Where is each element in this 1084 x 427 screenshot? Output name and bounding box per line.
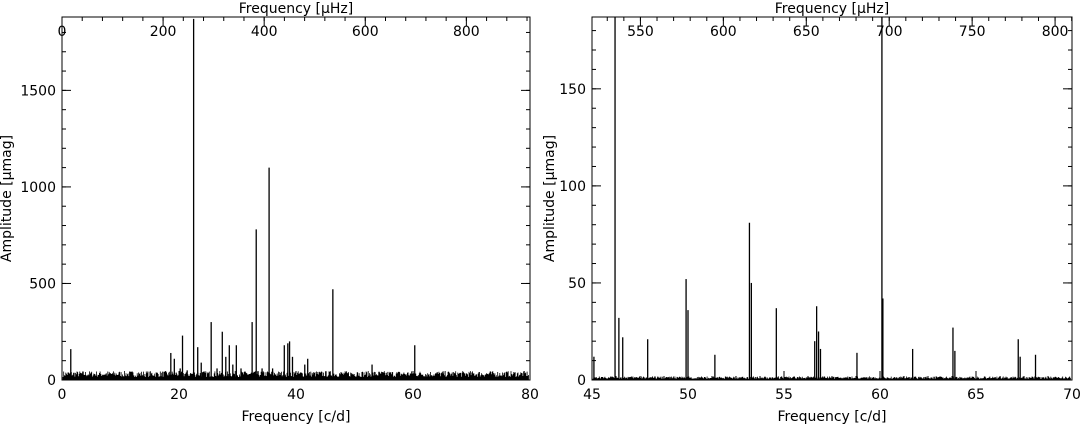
x-tick-label: 70 <box>1063 387 1081 403</box>
top-x-tick-label: 700 <box>876 24 903 40</box>
x-tick-label: 40 <box>287 387 305 403</box>
y-tick-label: 150 <box>559 82 586 98</box>
x-tick-label: 65 <box>967 387 985 403</box>
y-tick-label: 1000 <box>20 180 56 196</box>
x-axis-title: Frequency [c/d] <box>242 409 351 425</box>
plot-frame <box>591 16 1073 381</box>
plot-frame <box>61 16 531 381</box>
y-tick-label: 50 <box>568 276 586 292</box>
y-tick-label: 1500 <box>20 83 56 99</box>
y-tick-label: 0 <box>47 373 56 389</box>
left-spectrum-panel: 0 20 40 60 800 200 400 600 800050010001500Freque… <box>0 1 539 425</box>
y-tick-label: 500 <box>29 276 56 292</box>
y-tick-label: 100 <box>559 179 586 195</box>
x-tick-label: 80 <box>521 387 539 403</box>
x-tick-label: 45 <box>583 387 601 403</box>
right-spectrum-panel: 45 50 55 60 65 70 550 600 650 700 750 800 0 50 100 150 F… <box>542 1 1081 425</box>
top-x-tick-label: 800 <box>453 24 480 40</box>
top-x-axis-title: Frequency [μHz] <box>775 1 889 17</box>
x-tick-label: 20 <box>170 387 188 403</box>
top-x-tick-label: 650 <box>793 24 820 40</box>
top-x-tick-label: 800 <box>1042 24 1069 40</box>
top-x-tick-label: 550 <box>627 24 654 40</box>
y-axis-title: Amplitude [μmag] <box>542 135 558 262</box>
x-tick-label: 0 <box>58 387 67 403</box>
noise-floor <box>62 371 529 380</box>
x-tick-label: 55 <box>775 387 793 403</box>
x-tick-label: 60 <box>404 387 422 403</box>
top-x-tick-label: 600 <box>710 24 737 40</box>
top-x-tick-label: 750 <box>959 24 986 40</box>
y-axis-title: Amplitude [μmag] <box>0 135 15 262</box>
x-tick-label: 50 <box>679 387 697 403</box>
x-tick-label: 60 <box>871 387 889 403</box>
top-x-tick-label: 600 <box>352 24 379 40</box>
x-axis-title: Frequency [c/d] <box>778 409 887 425</box>
y-tick-label: 0 <box>577 373 586 389</box>
top-x-tick-label: 200 <box>150 24 177 40</box>
top-x-axis-title: Frequency [μHz] <box>239 1 353 17</box>
top-x-tick-label: 400 <box>251 24 278 40</box>
